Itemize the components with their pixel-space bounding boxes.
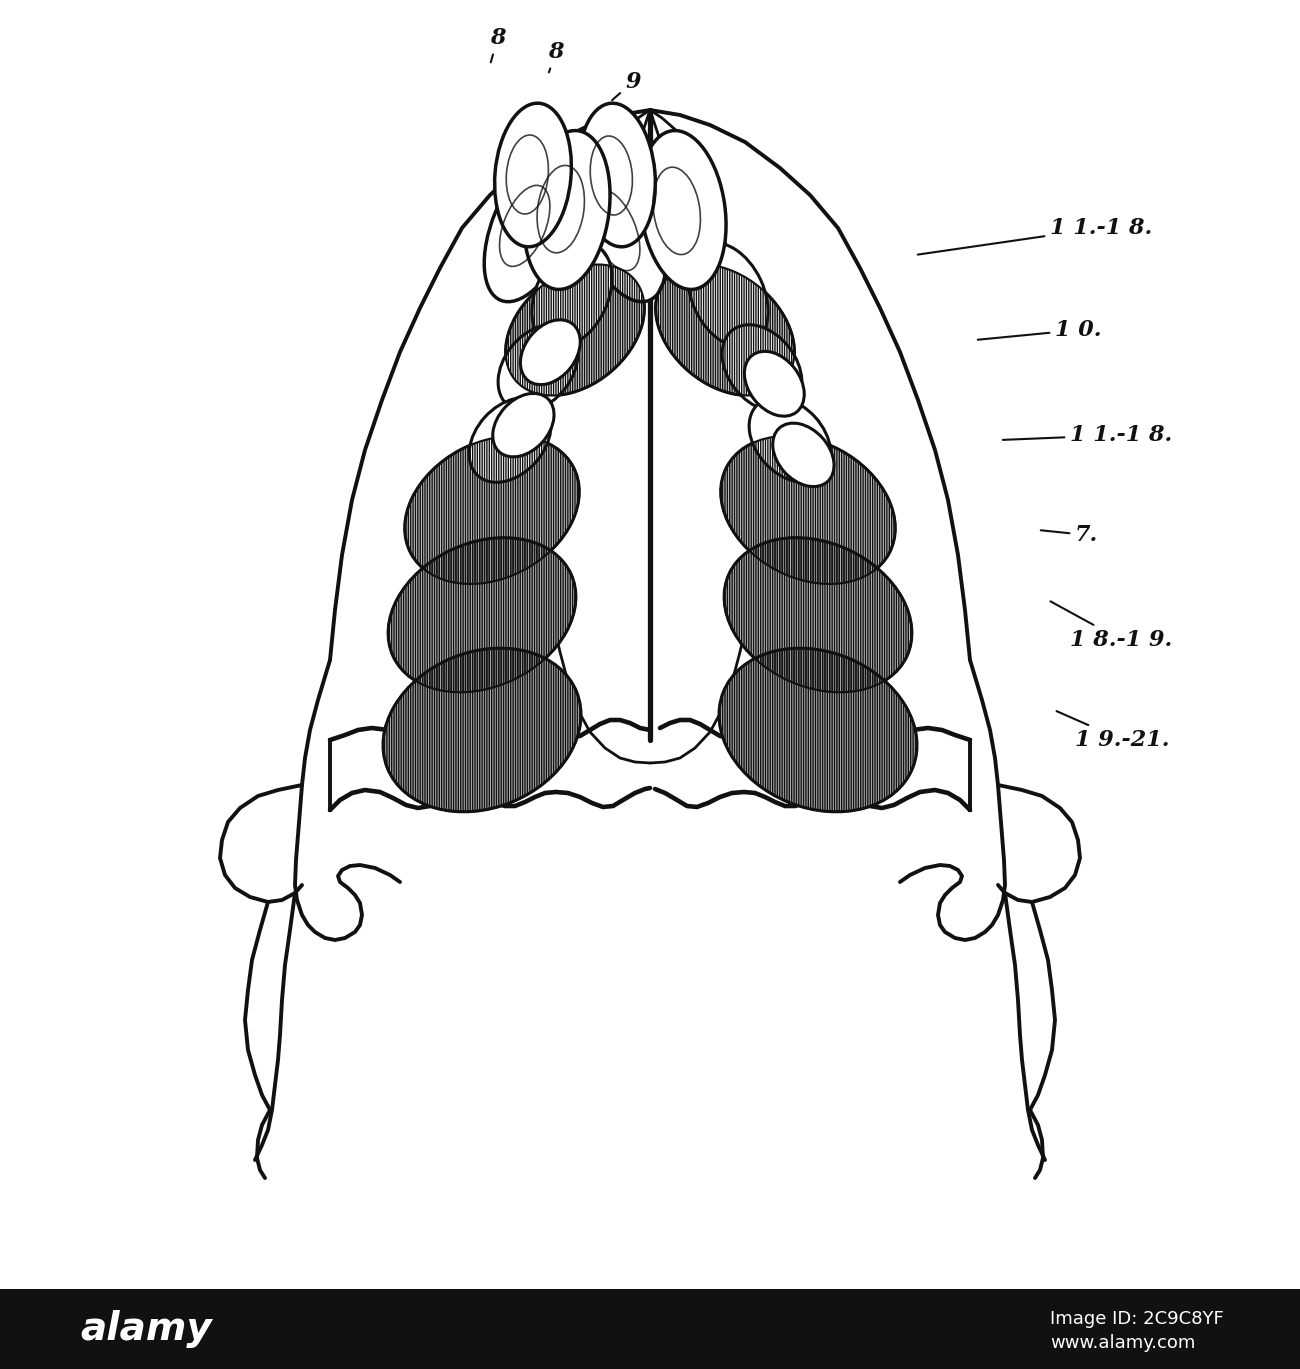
Text: Image ID: 2C9C8YF: Image ID: 2C9C8YF: [1050, 1310, 1223, 1328]
Ellipse shape: [688, 242, 768, 348]
Ellipse shape: [575, 155, 666, 301]
Ellipse shape: [640, 130, 727, 289]
Text: 9: 9: [612, 71, 641, 100]
Text: alamy: alamy: [81, 1310, 212, 1348]
Bar: [0, 1290, 1300, 1369]
Ellipse shape: [469, 397, 551, 482]
Text: 1 1.-1 8.: 1 1.-1 8.: [918, 218, 1152, 255]
Text: 1 0.: 1 0.: [978, 319, 1101, 341]
Ellipse shape: [520, 320, 580, 385]
Ellipse shape: [749, 397, 831, 482]
Ellipse shape: [524, 130, 610, 289]
Text: 1 8.-1 9.: 1 8.-1 9.: [1050, 601, 1173, 652]
Ellipse shape: [384, 648, 581, 812]
Ellipse shape: [493, 393, 554, 457]
Text: www.alamy.com: www.alamy.com: [1050, 1335, 1196, 1353]
Ellipse shape: [389, 538, 576, 693]
Ellipse shape: [532, 242, 612, 348]
Ellipse shape: [722, 324, 802, 411]
Ellipse shape: [506, 264, 645, 396]
Ellipse shape: [655, 264, 794, 396]
Text: 8: 8: [549, 41, 563, 73]
Ellipse shape: [484, 155, 576, 301]
Ellipse shape: [494, 103, 572, 246]
Ellipse shape: [772, 423, 835, 486]
Ellipse shape: [720, 437, 896, 585]
Ellipse shape: [578, 103, 655, 246]
Text: 1 9.-21.: 1 9.-21.: [1057, 711, 1170, 752]
Ellipse shape: [498, 324, 578, 411]
Text: 8: 8: [490, 27, 506, 63]
Ellipse shape: [719, 648, 916, 812]
Ellipse shape: [404, 437, 580, 585]
Text: 7.: 7.: [1041, 524, 1098, 546]
Ellipse shape: [724, 538, 911, 693]
Ellipse shape: [745, 352, 805, 416]
Text: 1 1.-1 8.: 1 1.-1 8.: [1002, 424, 1173, 446]
